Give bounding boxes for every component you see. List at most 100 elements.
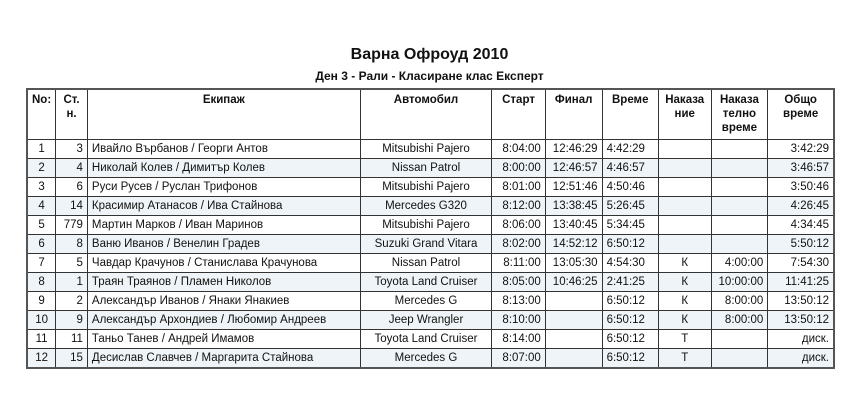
cell-crew: Мартин Марков / Иван Маринов <box>86 215 361 235</box>
cell-crew: Десислав Славчев / Маргарита Стайнова <box>86 348 361 369</box>
cell-no: 3 <box>26 177 57 197</box>
cell-crew: Александър Архондиев / Любомир Андреев <box>86 310 361 330</box>
cell-time: 5:26:45 <box>601 196 659 216</box>
cell-penalty: К <box>657 272 712 292</box>
cell-crew: Таньо Танев / Андрей Имамов <box>86 329 361 349</box>
cell-start-number: 1 <box>55 272 88 292</box>
table-row: 12 15 Десислав Славчев / Маргарита Стайнов… <box>26 348 835 369</box>
column-header-total-time: Общо време <box>767 88 835 140</box>
cell-car: Mitsubishi Pajero <box>359 139 493 159</box>
table-row: 7 5 Чавдар Крачунов / Станислава Крачунова… <box>26 253 835 273</box>
cell-time: 5:34:45 <box>601 215 659 235</box>
table-row: 1 3 Ивайло Върбанов / Георги Антов Mitsubis… <box>26 139 835 159</box>
cell-penalty-time <box>710 177 769 197</box>
cell-penalty <box>657 158 712 178</box>
cell-crew: Чавдар Крачунов / Станислава Крачунова <box>86 253 361 273</box>
cell-no: 8 <box>26 272 57 292</box>
cell-car: Mitsubishi Pajero <box>359 177 493 197</box>
cell-penalty-time <box>710 348 769 369</box>
cell-total-time: 3:50:46 <box>767 177 835 197</box>
cell-crew: Руси Русев / Руслан Трифонов <box>86 177 361 197</box>
cell-car: Toyota Land Cruiser <box>359 272 493 292</box>
cell-penalty-time: 8:00:00 <box>710 310 769 330</box>
cell-start: 8:06:00 <box>491 215 546 235</box>
cell-finish: 14:52:12 <box>544 234 603 254</box>
cell-start-number: 15 <box>55 348 88 369</box>
cell-time: 6:50:12 <box>601 310 659 330</box>
cell-car: Mercedes G320 <box>359 196 493 216</box>
column-header-penalty-time: Наказа телно време <box>710 88 769 140</box>
cell-start-number: 6 <box>55 177 88 197</box>
cell-crew: Траян Траянов / Пламен Николов <box>86 272 361 292</box>
cell-car: Nissan Patrol <box>359 158 493 178</box>
page-subtitle: Ден 3 - Рали - Класиране клас Експерт <box>315 69 544 83</box>
cell-time: 4:50:46 <box>601 177 659 197</box>
cell-car: Jeep Wrangler <box>359 310 493 330</box>
table-row: 8 1 Траян Траянов / Пламен Николов Toyota L… <box>26 272 835 292</box>
cell-time: 6:50:12 <box>601 291 659 311</box>
cell-crew: Красимир Атанасов / Ива Стайнова <box>86 196 361 216</box>
cell-total-time: 13:50:12 <box>767 310 835 330</box>
cell-finish: 12:51:46 <box>544 177 603 197</box>
page-title: Варна Офроуд 2010 <box>350 46 509 63</box>
cell-car: Mercedes G <box>359 348 493 369</box>
cell-penalty-time <box>710 329 769 349</box>
cell-penalty: К <box>657 310 712 330</box>
cell-time: 4:42:29 <box>601 139 659 159</box>
cell-start-number: 5 <box>55 253 88 273</box>
cell-start: 8:13:00 <box>491 291 546 311</box>
cell-finish: 10:46:25 <box>544 272 603 292</box>
cell-penalty-time <box>710 139 769 159</box>
column-header-finish: Финал <box>544 88 603 140</box>
cell-start-number: 11 <box>55 329 88 349</box>
cell-total-time: 5:50:12 <box>767 234 835 254</box>
cell-time: 6:50:12 <box>601 234 659 254</box>
cell-car: Mercedes G <box>359 291 493 311</box>
cell-total-time: 4:26:45 <box>767 196 835 216</box>
column-header-crew: Екипаж <box>86 88 361 140</box>
column-header-no: No: <box>26 88 57 140</box>
cell-no: 11 <box>26 329 57 349</box>
cell-finish <box>544 348 603 369</box>
cell-penalty-time: 8:00:00 <box>710 291 769 311</box>
cell-penalty-time: 10:00:00 <box>710 272 769 292</box>
cell-total-time: 11:41:25 <box>767 272 835 292</box>
column-header-penalty: Наказа ние <box>657 88 712 140</box>
cell-total-time: диск. <box>767 329 835 349</box>
cell-start: 8:10:00 <box>491 310 546 330</box>
cell-total-time: 4:34:45 <box>767 215 835 235</box>
cell-start: 8:11:00 <box>491 253 546 273</box>
cell-start-number: 4 <box>55 158 88 178</box>
cell-time: 6:50:12 <box>601 348 659 369</box>
cell-start-number: 779 <box>55 215 88 235</box>
table-row: 11 11 Таньо Танев / Андрей Имамов Toyota La… <box>26 329 835 349</box>
cell-penalty-time <box>710 234 769 254</box>
cell-start: 8:02:00 <box>491 234 546 254</box>
column-header-time: Време <box>601 88 659 140</box>
cell-penalty: К <box>657 253 712 273</box>
column-header-car: Автомобил <box>359 88 493 140</box>
cell-penalty <box>657 196 712 216</box>
table-row: 3 6 Руси Русев / Руслан Трифонов Mitsubishi… <box>26 177 835 197</box>
cell-start: 8:05:00 <box>491 272 546 292</box>
cell-total-time: 3:42:29 <box>767 139 835 159</box>
cell-start: 8:00:00 <box>491 158 546 178</box>
cell-start-number: 14 <box>55 196 88 216</box>
cell-car: Toyota Land Cruiser <box>359 329 493 349</box>
table-row: 10 9 Александър Архондиев / Любомир Андрее… <box>26 310 835 330</box>
table-row: 2 4 Николай Колев / Димитър Колев Nissan Pa… <box>26 158 835 178</box>
cell-no: 6 <box>26 234 57 254</box>
cell-penalty <box>657 139 712 159</box>
results-table: No: Ст. н. Екипаж Автомобил Старт Финал Време Н… <box>26 88 835 369</box>
table-row: 6 8 Ваню Иванов / Венелин Градев Suzuki Gra… <box>26 234 835 254</box>
cell-time: 4:46:57 <box>601 158 659 178</box>
cell-finish <box>544 310 603 330</box>
cell-car: Nissan Patrol <box>359 253 493 273</box>
cell-penalty-time: 4:00:00 <box>710 253 769 273</box>
cell-start: 8:14:00 <box>491 329 546 349</box>
cell-penalty: Т <box>657 348 712 369</box>
cell-penalty: Т <box>657 329 712 349</box>
cell-time: 4:54:30 <box>601 253 659 273</box>
cell-start-number: 3 <box>55 139 88 159</box>
cell-total-time: диск. <box>767 348 835 369</box>
